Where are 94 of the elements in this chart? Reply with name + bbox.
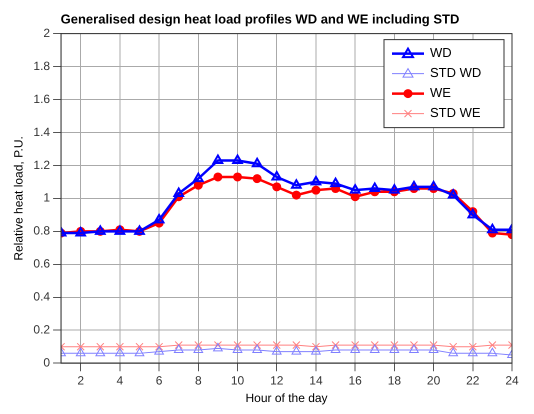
point xyxy=(370,344,380,354)
point xyxy=(174,344,184,354)
x-tick-label: 8 xyxy=(194,374,202,388)
point xyxy=(95,348,106,356)
point xyxy=(272,341,281,350)
point xyxy=(487,224,498,234)
point xyxy=(311,346,321,355)
point xyxy=(174,341,183,350)
legend-label: STD WD xyxy=(430,65,482,80)
y-tick-label: 0.6 xyxy=(33,256,50,271)
point xyxy=(390,341,398,350)
point xyxy=(311,186,320,195)
point xyxy=(252,158,262,168)
x-tick-label: 22 xyxy=(466,374,480,388)
y-tick-label: 1.4 xyxy=(33,124,50,139)
point xyxy=(330,178,341,188)
point xyxy=(272,346,282,355)
y-tick-label: 2 xyxy=(43,26,50,40)
point xyxy=(428,180,439,190)
x-tick-label: 20 xyxy=(426,374,441,388)
point xyxy=(155,342,164,351)
y-tick-label: 1.8 xyxy=(33,58,50,73)
point xyxy=(292,341,300,350)
point xyxy=(76,348,86,356)
y-axis-title: Relative heat load, P.U. xyxy=(12,136,26,261)
point xyxy=(252,344,262,354)
y-tick-label: 1.6 xyxy=(33,92,50,106)
point xyxy=(350,184,360,194)
point xyxy=(253,341,262,350)
point xyxy=(292,346,302,355)
point xyxy=(428,344,438,354)
y-tick-label: 1.2 xyxy=(33,158,50,172)
x-tick-label: 14 xyxy=(309,374,323,388)
y-tick-label: 0.4 xyxy=(33,290,50,304)
x-tick-label: 10 xyxy=(230,374,245,388)
point xyxy=(96,342,104,351)
legend-label: WD xyxy=(430,45,452,60)
point xyxy=(408,180,420,190)
point xyxy=(330,344,340,354)
point xyxy=(409,344,419,354)
y-tick-label: 0.8 xyxy=(33,224,50,238)
point xyxy=(232,154,243,164)
point xyxy=(468,342,477,351)
y-tick-label: 0.2 xyxy=(33,322,50,337)
point xyxy=(389,184,400,194)
point xyxy=(370,341,379,350)
point xyxy=(76,342,85,351)
point xyxy=(468,348,478,356)
point xyxy=(135,342,144,351)
point xyxy=(232,344,242,354)
point xyxy=(448,348,458,356)
point xyxy=(271,170,282,180)
point xyxy=(390,344,400,354)
x-tick-label: 6 xyxy=(156,374,163,388)
point xyxy=(154,346,164,355)
point xyxy=(292,190,301,200)
point xyxy=(116,342,124,351)
legend-label: STD WE xyxy=(430,105,481,120)
point xyxy=(351,341,360,350)
point xyxy=(134,348,144,356)
legend-label: WE xyxy=(430,85,452,100)
point xyxy=(154,214,164,224)
point xyxy=(115,348,125,356)
point xyxy=(312,342,320,351)
y-tick-label: 0 xyxy=(43,356,50,370)
point xyxy=(173,187,184,197)
point xyxy=(193,344,204,354)
x-tick-label: 12 xyxy=(270,374,284,388)
point xyxy=(272,182,282,192)
point xyxy=(332,341,340,350)
point xyxy=(194,341,202,350)
point xyxy=(192,172,204,182)
x-tick-label: 4 xyxy=(116,374,124,388)
point xyxy=(488,348,498,356)
point xyxy=(430,341,438,350)
x-tick-label: 16 xyxy=(348,374,362,388)
point xyxy=(291,179,302,189)
point xyxy=(252,174,262,184)
point xyxy=(410,341,418,350)
x-tick-label: 18 xyxy=(388,374,402,388)
point xyxy=(212,154,224,164)
x-axis-title: Hour of the day xyxy=(246,391,328,406)
y-tick-label: 1 xyxy=(43,190,50,205)
x-tick-label: 24 xyxy=(505,374,519,388)
point xyxy=(369,182,380,192)
chart-title: Generalised design heat load profiles WD and WE including STD xyxy=(60,11,460,26)
point xyxy=(233,341,242,350)
point xyxy=(213,172,222,182)
point xyxy=(449,342,458,351)
point xyxy=(233,172,242,182)
x-tick-label: 2 xyxy=(77,374,84,388)
point xyxy=(488,341,496,350)
point xyxy=(350,344,360,354)
point xyxy=(310,176,322,186)
